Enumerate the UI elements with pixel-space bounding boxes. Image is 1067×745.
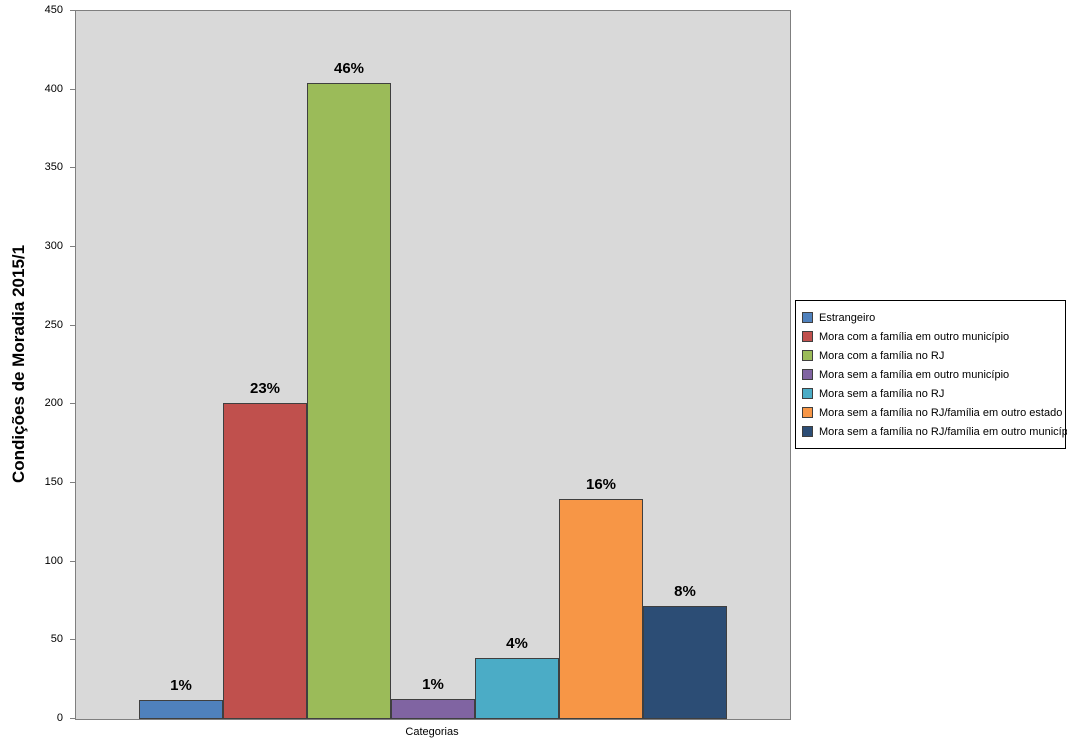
legend-swatch-icon [802,331,813,342]
legend-item: Mora sem a família no RJ [802,384,1059,403]
bar [223,403,307,719]
bar-slot: 4% [475,636,559,719]
y-tick-mark [70,167,75,169]
bar-slot: 1% [391,677,475,719]
y-tick-label: 50 [50,633,63,646]
y-tick-label: 450 [44,4,63,16]
legend-label: Estrangeiro [819,311,876,324]
y-tick-mark [70,10,75,11]
y-tick-label: 200 [44,397,63,410]
y-tick-mark [70,88,75,90]
bar-value-label: 1% [170,677,192,694]
bar [643,606,727,719]
bar-value-label: 23% [249,380,281,397]
legend-label: Mora sem a família no RJ/família em outr… [819,425,1067,438]
y-tick-mark [70,560,75,562]
y-tick-mark [70,718,75,719]
bar-slot: 16% [559,477,643,719]
bar [559,499,643,719]
legend-label: Mora sem a família no RJ/família em outr… [819,406,1063,419]
legend-item: Estrangeiro [802,308,1059,327]
bar-slot: 23% [223,381,307,719]
y-tick-mark [70,324,75,326]
y-tick-mark [70,246,75,247]
bar [139,700,223,719]
x-axis-label: Categorias [405,726,459,738]
legend-item: Mora com a família no RJ [802,346,1059,365]
legend-item: Mora sem a família no RJ/família em outr… [802,403,1063,422]
y-tick-label: 150 [44,476,63,488]
legend-label: Mora sem a família no RJ [819,387,945,400]
bar-value-label: 46% [333,60,365,77]
bar [475,658,559,719]
bar-value-label: 1% [422,676,444,693]
y-tick-label: 0 [56,712,63,724]
legend-swatch-icon [802,350,813,361]
legend-label: Mora sem a família em outro município [819,368,1010,381]
y-tick-label: 100 [44,554,63,567]
bar-slot: 1% [139,678,223,719]
y-tick-label: 250 [44,318,63,331]
y-tick-mark [70,403,75,405]
legend-swatch-icon [802,388,813,399]
legend-item: Mora com a família em outro município [802,327,1059,346]
legend-item: Mora sem a família no RJ/família em outr… [802,422,1067,441]
y-axis: 0 50 100 150 200 250 300 350 400 450 [0,0,75,745]
legend: Estrangeiro Mora com a família em outro m… [795,300,1067,449]
bar-value-label: 16% [585,476,617,493]
legend-swatch-icon [802,312,813,323]
bar-slot: 46% [307,61,391,719]
bar-value-label: 4% [506,635,528,652]
legend-swatch-icon [802,407,813,418]
legend-swatch-icon [802,426,813,437]
legend-item: Mora sem a família em outro município [802,365,1059,384]
bar-series: 1% 23% 46% 1% 4% 16% 8% [76,11,790,719]
y-tick-label: 300 [44,240,63,252]
bar [391,699,475,719]
y-tick-label: 350 [44,161,63,174]
bar-value-label: 8% [674,583,696,600]
legend-label: Mora com a família no RJ [819,349,945,362]
bar [307,83,391,719]
y-tick-mark [70,482,75,483]
plot-area: 1% 23% 46% 1% 4% 16% 8% [75,10,791,720]
bar-slot: 8% [643,584,727,719]
legend-swatch-icon [802,369,813,380]
y-tick-mark [70,639,75,641]
y-tick-label: 400 [44,82,63,95]
legend-label: Mora com a família em outro município [819,330,1010,343]
